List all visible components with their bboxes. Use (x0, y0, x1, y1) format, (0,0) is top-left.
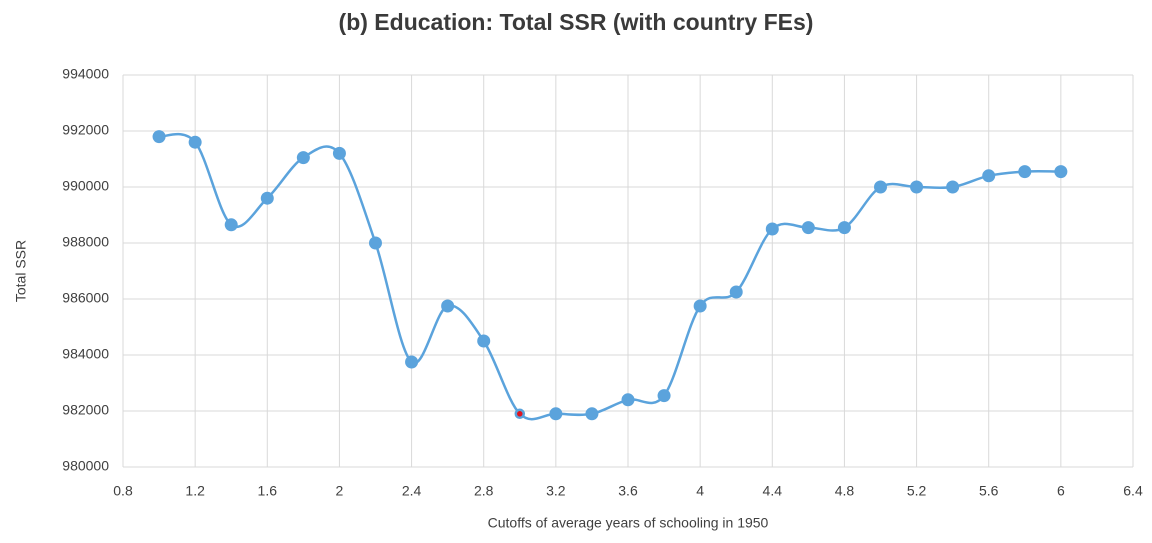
y-tick-label: 984000 (62, 346, 109, 362)
y-tick-label: 990000 (62, 178, 109, 194)
point (441, 299, 455, 313)
x-tick-label: 2 (336, 483, 344, 499)
point (693, 299, 707, 313)
x-tick-label: 4.8 (835, 483, 855, 499)
y-tick-label: 988000 (62, 234, 109, 250)
point (946, 180, 960, 194)
x-tick-label: 2.4 (402, 483, 422, 499)
point (332, 146, 346, 160)
y-axis-label: Total SSR (13, 240, 29, 302)
x-tick-label: 3.6 (618, 483, 638, 499)
point (621, 393, 635, 407)
point (405, 355, 419, 369)
chart-title: (b) Education: Total SSR (with country F… (339, 9, 814, 35)
x-tick-label: 2.8 (474, 483, 494, 499)
point (801, 221, 815, 235)
x-tick-label: 6.4 (1123, 483, 1143, 499)
point (514, 408, 526, 420)
x-tick-label: 1.6 (258, 483, 278, 499)
line (158, 132, 1061, 421)
x-tick-label: 4.4 (763, 483, 783, 499)
y-tick-label: 994000 (62, 66, 109, 82)
point (657, 389, 671, 403)
point (765, 222, 779, 236)
point (1018, 165, 1032, 179)
point (729, 285, 743, 299)
y-tick-label: 982000 (62, 402, 109, 418)
x-tick-label: 6 (1057, 483, 1065, 499)
point (585, 407, 599, 421)
x-axis-label: Cutoffs of average years of schooling in… (488, 515, 769, 531)
point (260, 191, 274, 205)
point (982, 169, 996, 183)
point (549, 407, 563, 421)
point (477, 334, 491, 348)
x-tick-label: 1.2 (185, 483, 205, 499)
point (910, 180, 924, 194)
point (837, 221, 851, 235)
point (296, 151, 310, 165)
x-tick-label: 4 (696, 483, 704, 499)
point (369, 236, 382, 250)
point (1054, 165, 1068, 179)
point (188, 135, 202, 149)
x-tick-label: 0.8 (113, 483, 133, 499)
y-tick-label: 992000 (62, 122, 109, 138)
point (874, 180, 887, 194)
point (152, 130, 166, 144)
x-tick-label: 5.2 (907, 483, 927, 499)
x-tick-label: 5.6 (979, 483, 999, 499)
point (224, 218, 238, 232)
y-tick-label: 980000 (62, 458, 109, 474)
y-tick-label: 986000 (62, 290, 109, 306)
x-tick-label: 3.2 (546, 483, 566, 499)
